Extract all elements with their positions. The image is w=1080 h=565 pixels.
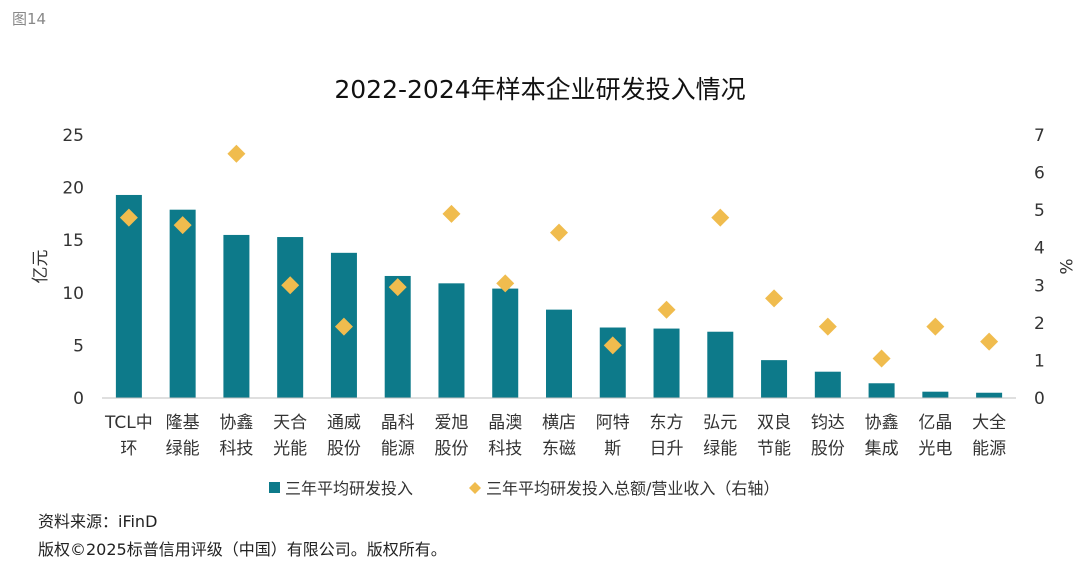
y2-tick-label: 7 — [1034, 126, 1045, 146]
y2-tick-label: 2 — [1034, 314, 1045, 334]
bar-series — [115, 194, 1003, 398]
x-tick-label: 晶澳 — [488, 413, 522, 433]
y-tick-label: 20 — [62, 179, 84, 199]
x-tick-label: 日升 — [650, 439, 684, 459]
x-tick-label: 隆基 — [166, 413, 200, 433]
x-tick-label: 协鑫 — [865, 413, 899, 433]
legend: 三年平均研发投入 三年平均研发投入总额/营业收入（右轴） — [269, 479, 779, 498]
ratio-point — [603, 336, 622, 355]
ratio-series — [119, 144, 999, 368]
y2-axis-title: % — [1055, 258, 1075, 274]
y-tick-label: 5 — [73, 336, 84, 356]
x-tick-label: 集成 — [865, 439, 899, 459]
bar — [169, 209, 196, 398]
legend-bar-swatch — [269, 482, 280, 493]
bar — [814, 371, 841, 398]
x-tick-label: 亿晶 — [918, 413, 952, 433]
bar — [277, 237, 304, 398]
y2-tick-label: 4 — [1034, 239, 1045, 259]
x-tick-label: 光能 — [273, 439, 307, 459]
y2-tick-label: 3 — [1034, 276, 1045, 296]
x-tick-label: 大全 — [972, 413, 1006, 433]
x-tick-label: 斯 — [604, 439, 621, 459]
x-tick-label: 天合 — [273, 413, 307, 433]
x-tick-label: 绿能 — [166, 439, 200, 459]
y-axis-right: 0 1 2 3 4 5 6 7% — [1034, 126, 1075, 409]
x-tick-label: 股份 — [434, 439, 468, 459]
ratio-point — [173, 216, 192, 235]
legend-bar-label: 三年平均研发投入 — [285, 479, 413, 498]
ratio-point — [334, 317, 353, 336]
ratio-point — [442, 204, 461, 223]
x-tick-label: 东方 — [650, 413, 684, 433]
y2-tick-label: 6 — [1034, 164, 1045, 184]
x-tick-label: 环 — [120, 439, 137, 459]
x-tick-label: 横店 — [542, 413, 576, 433]
bar — [384, 275, 411, 398]
x-tick-label: 钧达 — [811, 413, 845, 433]
ratio-point — [388, 278, 407, 297]
x-tick-label: 能源 — [381, 439, 415, 459]
bar — [546, 309, 572, 398]
x-tick-label: 协鑫 — [219, 413, 253, 433]
y2-tick-label: 5 — [1034, 201, 1045, 221]
bar — [223, 234, 250, 398]
copyright-note: 版权©2025标普信用评级（中国）有限公司。版权所有。 — [38, 540, 447, 559]
bar — [653, 328, 680, 398]
y-axis-title: 亿元 — [31, 250, 51, 284]
bar — [976, 392, 1003, 398]
figure-label: 图14 — [12, 10, 47, 28]
x-tick-label: 股份 — [811, 439, 845, 459]
x-tick-label: TCL中 — [104, 413, 153, 433]
ratio-point — [765, 289, 784, 308]
x-tick-label: 能源 — [972, 439, 1006, 459]
bar — [438, 283, 465, 398]
ratio-point — [496, 274, 515, 293]
x-tick-label: 爱旭 — [434, 413, 468, 433]
x-tick-label: 科技 — [219, 439, 253, 459]
legend-point-label: 三年平均研发投入总额/营业收入（右轴） — [486, 479, 779, 498]
bar — [707, 331, 734, 398]
ratio-point — [818, 317, 837, 336]
x-tick-label: 绿能 — [703, 439, 737, 459]
x-tick-label: 科技 — [488, 439, 522, 459]
y2-tick-label: 0 — [1034, 389, 1045, 409]
x-tick-label: 光电 — [918, 439, 952, 459]
x-axis: TCL中环隆基绿能协鑫科技天合光能通威股份晶科能源爱旭股份晶澳科技横店东磁阿特斯… — [102, 397, 1016, 459]
x-tick-label: 节能 — [757, 439, 791, 459]
ratio-point — [281, 276, 300, 295]
y-tick-label: 0 — [73, 389, 84, 409]
ratio-point — [227, 144, 246, 163]
bar — [922, 391, 949, 398]
x-tick-label: 股份 — [327, 439, 361, 459]
y-axis-left: 0 5 10 15 20 25 亿元 — [31, 126, 84, 409]
y-tick-label: 25 — [62, 126, 84, 146]
bar — [761, 360, 788, 398]
bar — [868, 383, 895, 398]
ratio-point — [657, 300, 676, 319]
ratio-point — [872, 349, 891, 368]
x-tick-label: 晶科 — [381, 413, 415, 433]
chart-title: 2022-2024年样本企业研发投入情况 — [334, 75, 746, 104]
ratio-point — [711, 208, 730, 227]
x-tick-label: 通威 — [327, 413, 361, 433]
x-tick-label: 弘元 — [703, 413, 737, 433]
y-tick-label: 15 — [62, 231, 84, 251]
x-tick-label: 阿特 — [596, 413, 630, 433]
bar — [492, 288, 519, 398]
y-tick-label: 10 — [62, 284, 84, 304]
ratio-point — [980, 332, 999, 351]
y2-tick-label: 1 — [1034, 351, 1045, 371]
x-tick-label: 东磁 — [542, 439, 576, 459]
legend-point-swatch — [469, 482, 481, 494]
bar — [115, 194, 142, 398]
x-tick-label: 双良 — [757, 413, 791, 433]
source-note: 资料来源：iFinD — [38, 512, 158, 531]
ratio-point — [926, 317, 945, 336]
ratio-point — [119, 208, 138, 227]
ratio-point — [550, 223, 568, 242]
